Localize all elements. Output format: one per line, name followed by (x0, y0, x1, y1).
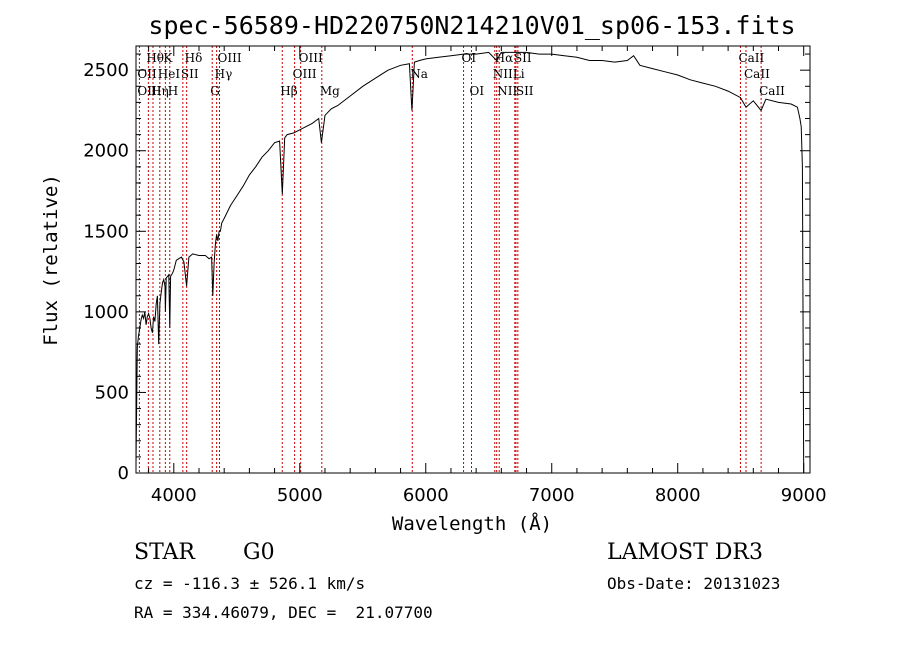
line-label: SII (514, 51, 532, 65)
ra-dec: RA = 334.46079, DEC = 21.07700 (134, 603, 433, 622)
line-label: Hθ (146, 51, 164, 65)
y-tick-label: 1500 (83, 221, 129, 242)
line-label: OI (469, 84, 484, 98)
spectrum-series (135, 51, 805, 474)
obs-date: Obs-Date: 20131023 (607, 574, 781, 593)
line-label: SII (181, 67, 199, 81)
line-label: Li (513, 67, 525, 81)
x-axis-label: Wavelength (Å) (392, 512, 552, 535)
line-label: K (163, 51, 173, 65)
line-label: CaII (759, 84, 785, 98)
y-tick-label: 2500 (83, 60, 129, 81)
survey-name: LAMOST DR3 (607, 540, 763, 565)
x-tick-label: 5000 (277, 485, 323, 506)
x-tick-label: 6000 (403, 485, 449, 506)
line-label: OIII (218, 51, 242, 65)
line-label: Hγ (215, 67, 233, 81)
line-label: CaII (744, 67, 770, 81)
line-label: OII (137, 67, 157, 81)
line-label: OIII (293, 67, 317, 81)
line-label: SII (516, 84, 534, 98)
line-label: OIII (299, 51, 323, 65)
line-label: OI (462, 51, 477, 65)
chart-title: spec-56589-HD220750N214210V01_sp06-153.f… (148, 11, 795, 40)
y-axis-label: Flux (relative) (40, 174, 62, 346)
cz-value: cz = -116.3 ± 526.1 km/s (134, 574, 366, 593)
object-class: STAR (134, 540, 195, 565)
line-label: Hα (495, 51, 514, 65)
spectrum-line (135, 51, 805, 474)
y-tick-label: 1000 (83, 302, 129, 323)
y-tick-label: 500 (95, 382, 129, 403)
line-label: CaII (738, 51, 764, 65)
line-label: OIII (137, 84, 161, 98)
x-tick-label: 9000 (781, 485, 827, 506)
line-markers (138, 46, 762, 473)
line-label: Hη (151, 84, 169, 98)
line-label: Hδ (185, 51, 203, 65)
line-label: NII (493, 67, 513, 81)
line-label: HeI (158, 67, 181, 81)
x-tick-label: 8000 (655, 485, 701, 506)
axis-ticks: 4000 5000 6000 7000 8000 9000 0 500 1000 1500 2000… (83, 46, 827, 506)
line-label: Hβ (280, 84, 297, 98)
line-label: H (168, 84, 178, 98)
x-tick-label: 7000 (529, 485, 575, 506)
line-label: G (210, 84, 220, 98)
line-label: Mg (320, 84, 340, 98)
y-tick-label: 0 (118, 463, 129, 484)
y-tick-label: 2000 (83, 141, 129, 162)
line-label: Na (410, 67, 428, 81)
x-tick-label: 4000 (151, 485, 197, 506)
line-label: NII (497, 84, 517, 98)
plot-frame (135, 45, 811, 474)
subclass: G0 (243, 540, 275, 565)
